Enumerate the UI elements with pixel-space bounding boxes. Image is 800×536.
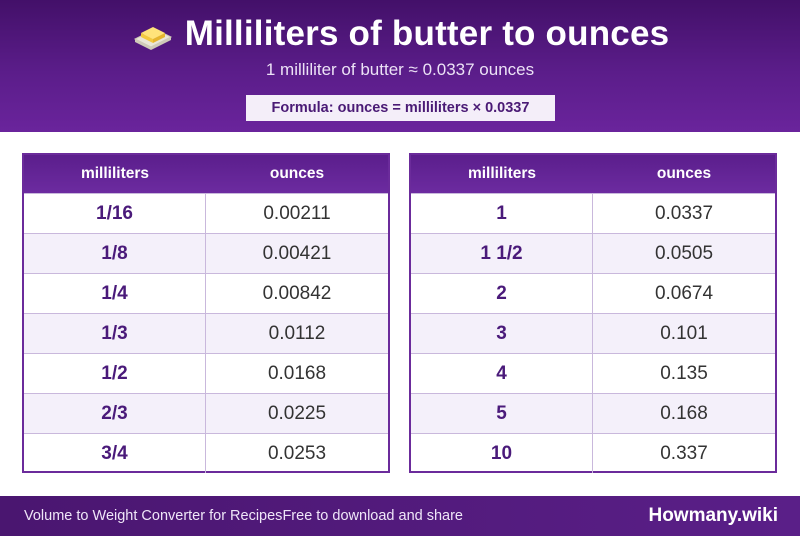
ounces-cell: 0.0505	[654, 242, 714, 264]
table-header: milliliters ounces	[24, 155, 388, 193]
butter-icon	[131, 17, 175, 51]
brand-link[interactable]: Howmany.wiki	[648, 505, 778, 526]
milliliters-cell: 1 1/2	[411, 234, 593, 273]
milliliters-cell: 10	[411, 434, 593, 473]
table-row: 1/4 0.00842	[24, 273, 388, 313]
ounces-cell: 0.135	[660, 362, 708, 384]
table-row: 1/8 0.00421	[24, 233, 388, 273]
milliliters-cell: 1	[411, 194, 593, 233]
page-title: Milliliters of butter to ounces	[184, 14, 670, 53]
ounces-cell: 0.0168	[267, 362, 327, 384]
footer-share-label: Free to download and share	[282, 508, 464, 524]
footer-converter-label: Volume to Weight Converter for Recipes	[24, 508, 283, 524]
table-row: 4 0.135	[411, 353, 775, 393]
milliliters-cell: 2	[411, 274, 593, 313]
milliliters-cell: 4	[411, 354, 593, 393]
table-row: 1/2 0.0168	[24, 353, 388, 393]
table-header: milliliters ounces	[411, 155, 775, 193]
column-header-ounces: ounces	[269, 165, 325, 182]
table-row: 2/3 0.0225	[24, 393, 388, 433]
table-row: 5 0.168	[411, 393, 775, 433]
footer-bar: Volume to Weight Converter for Recipes F…	[0, 496, 800, 536]
header-banner: Milliliters of butter to ounces 1 millil…	[0, 0, 800, 132]
subtitle: 1 milliliter of butter ≈ 0.0337 ounces	[265, 60, 535, 79]
milliliters-cell: 1/8	[24, 234, 206, 273]
ounces-cell: 0.168	[660, 402, 708, 424]
column-header-ounces: ounces	[656, 165, 712, 182]
milliliters-cell: 5	[411, 394, 593, 433]
ounces-cell: 0.0337	[654, 202, 714, 224]
ounces-cell: 0.0225	[267, 402, 327, 424]
milliliters-cell: 1/3	[24, 314, 206, 353]
ounces-cell: 0.0253	[267, 442, 327, 464]
table-row: 3 0.101	[411, 313, 775, 353]
ounces-cell: 0.101	[660, 322, 708, 344]
milliliters-cell: 3/4	[24, 434, 206, 473]
ounces-cell: 0.0674	[654, 282, 714, 304]
ounces-cell: 0.00842	[262, 282, 332, 304]
table-row: 3/4 0.0253	[24, 433, 388, 473]
table-row: 10 0.337	[411, 433, 775, 473]
table-row: 1 1/2 0.0505	[411, 233, 775, 273]
table-row: 1 0.0337	[411, 193, 775, 233]
table-row: 1/16 0.00211	[24, 193, 388, 233]
column-header-milliliters: milliliters	[467, 165, 537, 182]
ounces-cell: 0.00421	[262, 242, 332, 264]
column-header-milliliters: milliliters	[80, 165, 150, 182]
ounces-cell: 0.0112	[268, 322, 326, 344]
formula-box: Formula: ounces = milliliters × 0.0337	[246, 95, 555, 121]
milliliters-cell: 1/16	[24, 194, 206, 233]
milliliters-cell: 2/3	[24, 394, 206, 433]
milliliters-cell: 1/2	[24, 354, 206, 393]
title-row: Milliliters of butter to ounces	[0, 12, 800, 56]
milliliters-cell: 1/4	[24, 274, 206, 313]
conversion-table-right: milliliters ounces 1 0.0337 1 1/2 0.0505…	[409, 153, 777, 473]
table-row: 1/3 0.0112	[24, 313, 388, 353]
ounces-cell: 0.00211	[263, 202, 331, 224]
ounces-cell: 0.337	[660, 442, 708, 464]
milliliters-cell: 3	[411, 314, 593, 353]
conversion-table-left: milliliters ounces 1/16 0.00211 1/8 0.00…	[22, 153, 390, 473]
table-row: 2 0.0674	[411, 273, 775, 313]
